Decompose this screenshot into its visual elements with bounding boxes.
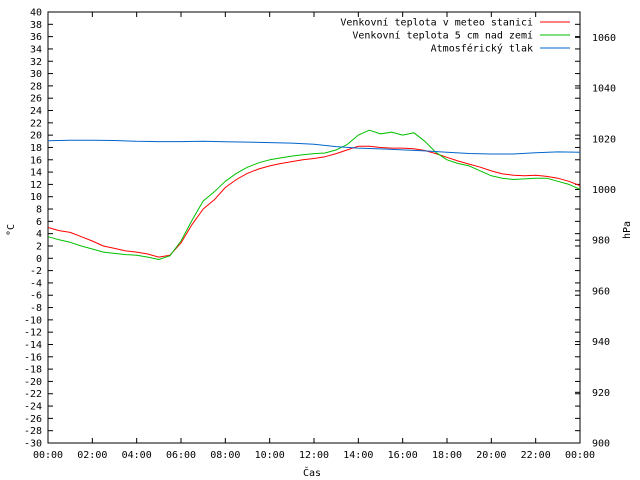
y2-tick-label: 1020 (592, 134, 616, 145)
y-tick-label: 12 (30, 180, 42, 191)
y-tick-label: -8 (30, 303, 42, 314)
y-tick-label: 40 (30, 8, 42, 19)
x-tick-label: 00:00 (33, 450, 63, 461)
x-tick-label: 02:00 (77, 450, 107, 461)
y-tick-label: 8 (36, 205, 42, 216)
y2-tick-label: 1000 (592, 185, 616, 196)
y2-tick-label: 980 (592, 236, 610, 247)
y-tick-label: -30 (24, 439, 42, 450)
y-tick-label: -6 (30, 291, 42, 302)
y-tick-label: -10 (24, 315, 42, 326)
y-tick-label: 22 (30, 118, 42, 129)
y-tick-label: -28 (24, 426, 42, 437)
x-tick-label: 18:00 (432, 450, 462, 461)
y-tick-label: 20 (30, 131, 42, 142)
x-tick-label: 22:00 (521, 450, 551, 461)
legend: Venkovní teplota v meteo staniciVenkovní… (340, 17, 570, 55)
y2-tick-label: 940 (592, 337, 610, 348)
y-tick-label: -14 (24, 340, 42, 351)
y-tick-label: 34 (30, 44, 42, 55)
y-tick-label: 24 (30, 106, 42, 117)
y-tick-label: 30 (30, 69, 42, 80)
series-line-1 (47, 145, 581, 258)
y-tick-label: 2 (36, 241, 42, 252)
y-tick-label: -20 (24, 377, 42, 388)
x-tick-label: 14:00 (343, 450, 373, 461)
x-tick-label: 04:00 (122, 450, 152, 461)
legend-label: Atmosférický tlak (431, 43, 533, 55)
y-tick-label: -22 (24, 389, 42, 400)
y-tick-label: 14 (30, 168, 42, 179)
y-tick-label: 36 (30, 32, 42, 43)
x-tick-label: 20:00 (476, 450, 506, 461)
x-tick-label: 16:00 (388, 450, 418, 461)
y-tick-label: -2 (30, 266, 42, 277)
x-axis-label: Čas (303, 466, 321, 479)
y-tick-label: -24 (24, 402, 42, 413)
y2-tick-label: 960 (592, 286, 610, 297)
y2-tick-label: 1040 (592, 84, 616, 95)
y2-tick-label: 1060 (592, 33, 616, 44)
y2-tick-label: 920 (592, 388, 610, 399)
y-tick-label: 10 (30, 192, 42, 203)
y-tick-label: -16 (24, 352, 42, 363)
y-tick-label: 18 (30, 143, 42, 154)
x-tick-label: 00:00 (565, 450, 595, 461)
y2-tick-label: 900 (592, 439, 610, 450)
y-tick-label: -26 (24, 414, 42, 425)
y-tick-label: 0 (36, 254, 42, 265)
plot-border (47, 11, 581, 444)
y-tick-label: -12 (24, 328, 42, 339)
series-layer (47, 129, 581, 260)
x-tick-label: 10:00 (255, 450, 285, 461)
y2-axis-label: hPa (622, 221, 633, 239)
legend-label: Venkovní teplota 5 cm nad zemí (352, 30, 533, 42)
axes-layer: -30-28-26-24-22-20-18-16-14-12-10-8-6-4-… (24, 8, 616, 462)
y-tick-label: 28 (30, 81, 42, 92)
x-tick-label: 12:00 (299, 450, 329, 461)
y-tick-label: -4 (30, 278, 42, 289)
series-line-3 (47, 139, 581, 155)
y-tick-label: 6 (36, 217, 42, 228)
y-tick-label: -18 (24, 365, 42, 376)
legend-label: Venkovní teplota v meteo stanici (340, 17, 533, 29)
x-tick-label: 08:00 (210, 450, 240, 461)
y-tick-label: 26 (30, 94, 42, 105)
y-tick-label: 38 (30, 20, 42, 31)
y-tick-label: 32 (30, 57, 42, 68)
x-tick-label: 06:00 (166, 450, 196, 461)
y-tick-label: 4 (36, 229, 42, 240)
y-tick-label: 16 (30, 155, 42, 166)
y-axis-label: °C (6, 224, 17, 236)
series-line-2 (47, 129, 581, 260)
